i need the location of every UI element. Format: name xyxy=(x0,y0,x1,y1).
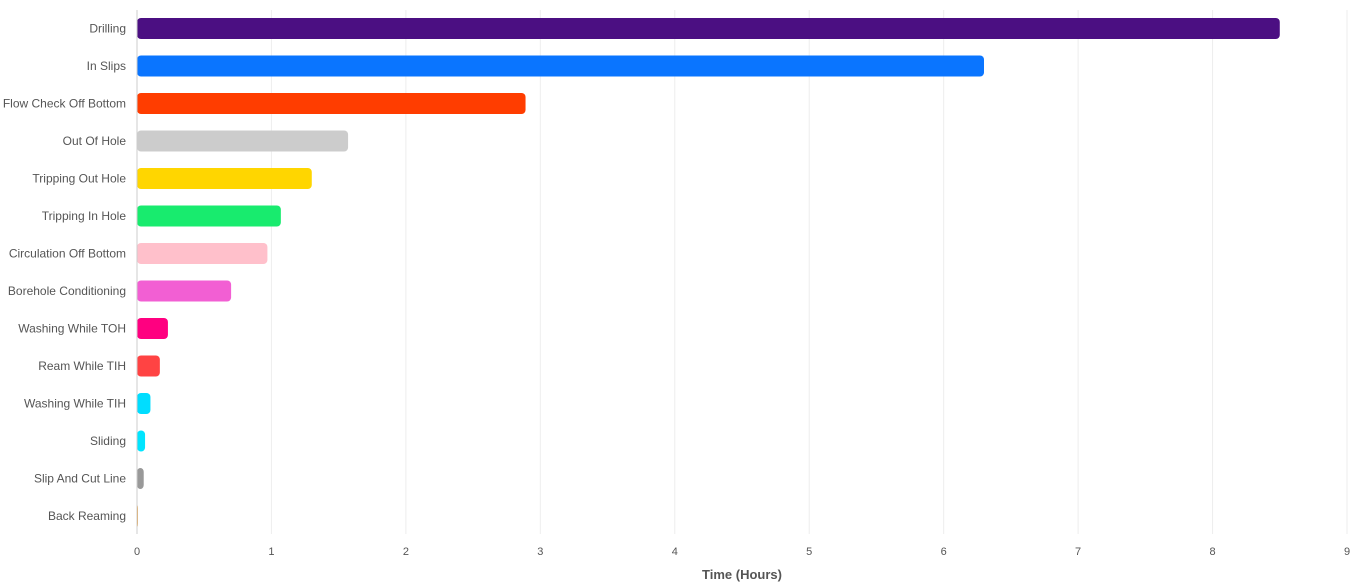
bar-ream-while-tih[interactable] xyxy=(137,355,160,377)
category-label: Flow Check Off Bottom xyxy=(3,97,126,111)
bar-borehole-conditioning[interactable] xyxy=(137,280,232,302)
category-label: Tripping Out Hole xyxy=(32,172,126,186)
x-tick-label: 0 xyxy=(134,546,140,558)
category-labels: Drilling In Slips Flow Check Off Bottom Out… xyxy=(3,22,126,524)
bars xyxy=(137,18,1280,527)
category-label: Washing While TOH xyxy=(18,322,126,336)
bar-sliding[interactable] xyxy=(137,430,146,452)
x-tick-label: 2 xyxy=(403,546,409,558)
x-tick-label: 6 xyxy=(941,546,947,558)
category-label: Out Of Hole xyxy=(63,134,127,148)
category-label: Circulation Off Bottom xyxy=(9,247,126,261)
category-label: Ream While TIH xyxy=(38,359,126,373)
category-label: In Slips xyxy=(87,59,126,73)
x-tick-label: 3 xyxy=(537,546,543,558)
x-tick-label: 8 xyxy=(1209,546,1215,558)
x-axis-title: Time (Hours) xyxy=(702,567,782,582)
bar-drilling[interactable] xyxy=(137,18,1280,39)
category-label: Slip And Cut Line xyxy=(34,472,126,486)
x-tick-label: 5 xyxy=(806,546,812,558)
bar-slip-and-cut-line[interactable] xyxy=(137,468,144,489)
bar-flow-check-off-bottom[interactable] xyxy=(137,93,526,114)
bar-circulation-off-bottom[interactable] xyxy=(137,243,268,264)
bar-tripping-out-hole[interactable] xyxy=(137,168,312,189)
x-tick-label: 4 xyxy=(672,546,678,558)
gridlines xyxy=(270,10,1348,534)
x-tick-label: 7 xyxy=(1075,546,1081,558)
category-label: Tripping In Hole xyxy=(42,209,127,223)
bar-out-of-hole[interactable] xyxy=(137,130,349,152)
category-label: Back Reaming xyxy=(48,509,126,523)
x-tick-label: 1 xyxy=(268,546,274,558)
bar-tripping-in-hole[interactable] xyxy=(137,205,281,227)
x-tick-labels: 0 1 2 3 4 5 6 7 8 9 xyxy=(134,546,1350,558)
category-label: Sliding xyxy=(90,434,126,448)
category-label: Borehole Conditioning xyxy=(8,284,126,298)
x-tick-label: 9 xyxy=(1344,546,1350,558)
category-label: Drilling xyxy=(89,22,126,36)
bar-washing-while-toh[interactable] xyxy=(137,318,168,339)
bar-in-slips[interactable] xyxy=(137,55,984,77)
category-label: Washing While TIH xyxy=(24,397,126,411)
bar-washing-while-tih[interactable] xyxy=(137,393,151,414)
